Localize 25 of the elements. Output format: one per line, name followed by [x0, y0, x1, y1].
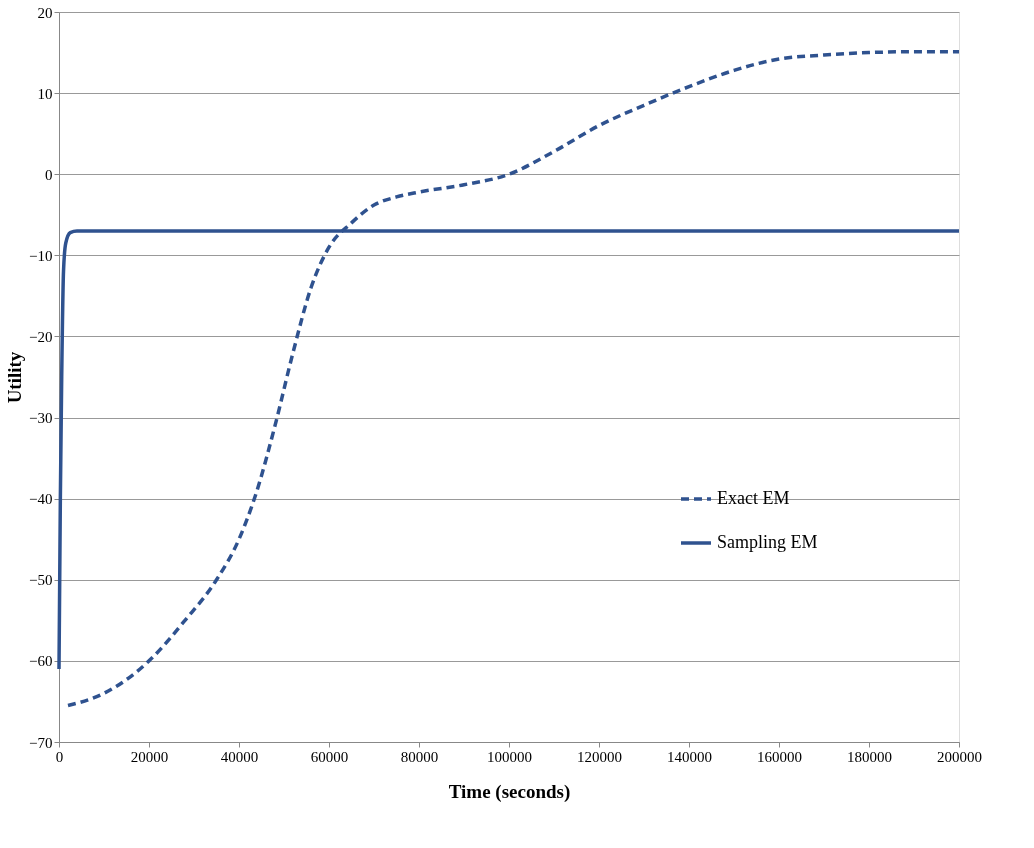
- x-tick-label: 140000: [667, 748, 712, 765]
- x-tick-label: 60000: [310, 748, 349, 765]
- x-tick-label: 20000: [130, 748, 169, 765]
- legend-label: Sampling EM: [717, 532, 818, 552]
- legend-label: Exact EM: [717, 488, 790, 508]
- y-tick-label: −60: [29, 653, 53, 670]
- y-tick-label: 20: [37, 4, 53, 21]
- x-tick-label: 180000: [847, 748, 892, 765]
- y-tick-label: 0: [45, 166, 53, 183]
- y-tick-label: −50: [29, 572, 53, 589]
- x-axis-title: Time (seconds): [448, 780, 571, 803]
- x-tick-label: 100000: [487, 748, 532, 765]
- y-tick-label: −20: [29, 328, 53, 345]
- x-tick-label: 120000: [577, 748, 622, 765]
- x-tick-label: 200000: [937, 748, 982, 765]
- x-tick-label: 80000: [400, 748, 439, 765]
- y-axis-title: Utility: [4, 351, 26, 404]
- y-tick-label: −70: [29, 734, 53, 751]
- y-tick-label: −10: [29, 247, 53, 264]
- x-tick-label: 40000: [220, 748, 259, 765]
- x-tick-label: 0: [55, 748, 64, 765]
- y-tick-label: −40: [29, 491, 53, 508]
- y-tick-label: 10: [37, 85, 53, 102]
- x-tick-label: 160000: [757, 748, 802, 765]
- y-tick-label: −30: [29, 410, 53, 427]
